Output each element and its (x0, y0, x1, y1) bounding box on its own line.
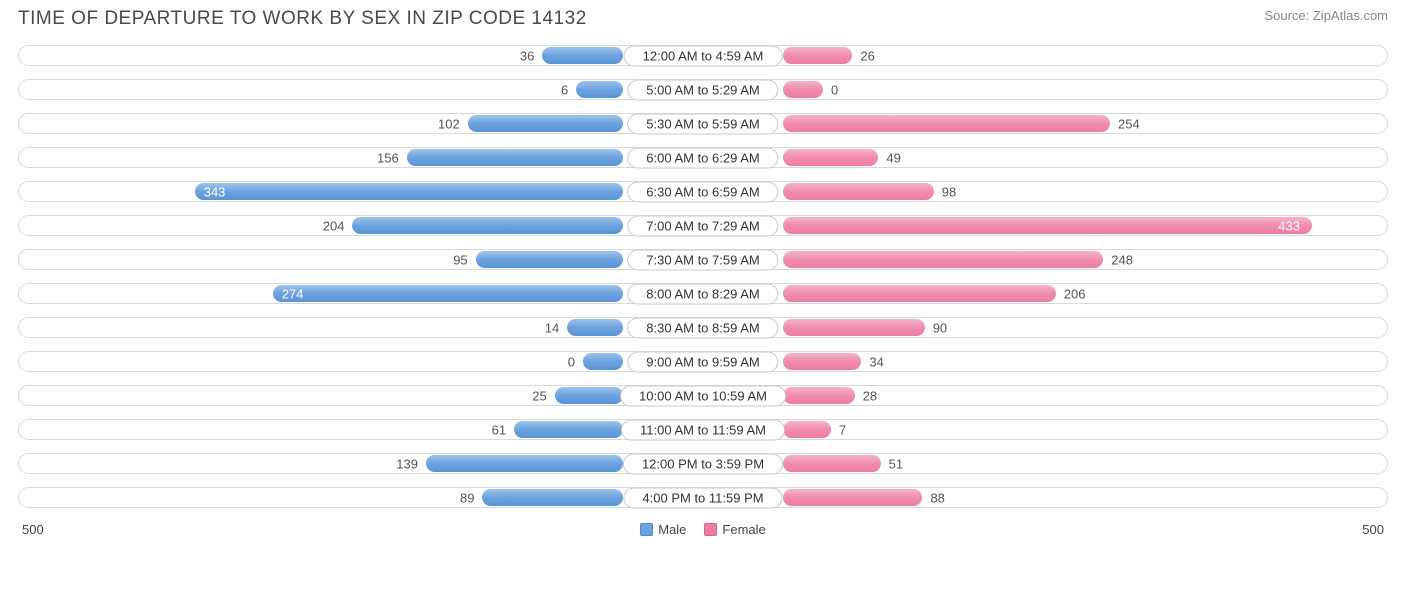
row-category-label: 7:00 AM to 7:29 AM (627, 215, 778, 236)
row-category-label: 9:00 AM to 9:59 AM (627, 351, 778, 372)
legend-female-label: Female (722, 522, 765, 537)
male-value-label: 139 (396, 456, 418, 471)
male-bar (567, 319, 623, 336)
female-value-label: 98 (942, 184, 956, 199)
male-value-label: 14 (545, 320, 559, 335)
female-value-label: 28 (863, 388, 877, 403)
female-bar (783, 149, 878, 166)
female-bar (783, 285, 1056, 302)
male-bar (514, 421, 623, 438)
male-value-label: 156 (377, 150, 399, 165)
row-category-label: 6:00 AM to 6:29 AM (627, 147, 778, 168)
male-value-label: 25 (532, 388, 546, 403)
row-category-label: 5:30 AM to 5:59 AM (627, 113, 778, 134)
chart-row: 4:00 PM to 11:59 PM 89 88 (18, 482, 1388, 513)
chart-row: 5:00 AM to 5:29 AM 6 0 (18, 74, 1388, 105)
male-value-label: 36 (520, 48, 534, 63)
male-value-label: 89 (460, 490, 474, 505)
legend: Male Female (640, 522, 766, 537)
chart-footer: 500 Male Female 500 (0, 516, 1406, 537)
row-category-label: 12:00 AM to 4:59 AM (624, 45, 783, 66)
male-value-label: 274 (282, 286, 304, 301)
male-bar (426, 455, 623, 472)
female-bar (783, 387, 855, 404)
legend-male-label: Male (658, 522, 686, 537)
female-value-label: 248 (1111, 252, 1133, 267)
female-value-label: 51 (889, 456, 903, 471)
chart-row: 9:00 AM to 9:59 AM 0 34 (18, 346, 1388, 377)
male-value-label: 343 (204, 184, 226, 199)
male-value-label: 204 (323, 218, 345, 233)
row-category-label: 6:30 AM to 6:59 AM (627, 181, 778, 202)
male-bar (555, 387, 623, 404)
male-value-label: 95 (453, 252, 467, 267)
row-category-label: 10:00 AM to 10:59 AM (620, 385, 786, 406)
male-bar (468, 115, 623, 132)
female-bar (783, 319, 925, 336)
male-bar (352, 217, 623, 234)
chart-row: 12:00 AM to 4:59 AM 36 26 (18, 40, 1388, 71)
female-value-label: 34 (869, 354, 883, 369)
chart-area: 12:00 AM to 4:59 AM 36 26 5:00 AM to 5:29 A… (0, 36, 1406, 513)
legend-male: Male (640, 522, 686, 537)
chart-row: 7:00 AM to 7:29 AM 204 433 (18, 210, 1388, 241)
male-value-label: 61 (492, 422, 506, 437)
male-value-label: 102 (438, 116, 460, 131)
axis-left-max: 500 (22, 522, 44, 537)
row-category-label: 5:00 AM to 5:29 AM (627, 79, 778, 100)
row-category-label: 8:30 AM to 8:59 AM (627, 317, 778, 338)
chart-row: 8:00 AM to 8:29 AM 274 206 (18, 278, 1388, 309)
row-category-label: 11:00 AM to 11:59 AM (621, 419, 785, 440)
chart-row: 6:30 AM to 6:59 AM 343 98 (18, 176, 1388, 207)
chart-row: 7:30 AM to 7:59 AM 95 248 (18, 244, 1388, 275)
female-bar (783, 47, 852, 64)
female-bar (783, 489, 922, 506)
female-value-label: 0 (831, 82, 838, 97)
legend-male-swatch (640, 523, 653, 536)
row-category-label: 12:00 PM to 3:59 PM (623, 453, 783, 474)
female-bar (783, 353, 861, 370)
female-bar (783, 217, 1312, 234)
chart-row: 11:00 AM to 11:59 AM 61 7 (18, 414, 1388, 445)
chart-row: 10:00 AM to 10:59 AM 25 28 (18, 380, 1388, 411)
female-bar (783, 455, 881, 472)
chart-title: TIME OF DEPARTURE TO WORK BY SEX IN ZIP … (18, 8, 587, 30)
female-value-label: 49 (886, 150, 900, 165)
row-category-label: 8:00 AM to 8:29 AM (627, 283, 778, 304)
female-bar (783, 81, 823, 98)
male-bar (273, 285, 623, 302)
female-value-label: 7 (839, 422, 846, 437)
male-bar (482, 489, 623, 506)
axis-right-max: 500 (1362, 522, 1384, 537)
male-bar (476, 251, 623, 268)
male-bar (195, 183, 623, 200)
male-value-label: 0 (568, 354, 575, 369)
row-category-label: 4:00 PM to 11:59 PM (623, 487, 782, 508)
chart-row: 8:30 AM to 8:59 AM 14 90 (18, 312, 1388, 343)
chart-source: Source: ZipAtlas.com (1264, 8, 1388, 23)
female-value-label: 254 (1118, 116, 1140, 131)
chart-row: 12:00 PM to 3:59 PM 139 51 (18, 448, 1388, 479)
female-bar (783, 251, 1103, 268)
male-bar (542, 47, 623, 64)
male-value-label: 6 (561, 82, 568, 97)
female-value-label: 90 (933, 320, 947, 335)
row-category-label: 7:30 AM to 7:59 AM (627, 249, 778, 270)
female-value-label: 206 (1064, 286, 1086, 301)
female-value-label: 26 (860, 48, 874, 63)
legend-female-swatch (704, 523, 717, 536)
male-bar (576, 81, 623, 98)
chart-row: 6:00 AM to 6:29 AM 156 49 (18, 142, 1388, 173)
male-bar (407, 149, 623, 166)
female-bar (783, 421, 831, 438)
chart-row: 5:30 AM to 5:59 AM 102 254 (18, 108, 1388, 139)
male-bar (583, 353, 623, 370)
legend-female: Female (704, 522, 765, 537)
female-bar (783, 183, 934, 200)
female-value-label: 88 (930, 490, 944, 505)
female-bar (783, 115, 1110, 132)
female-value-label: 433 (1278, 218, 1300, 233)
